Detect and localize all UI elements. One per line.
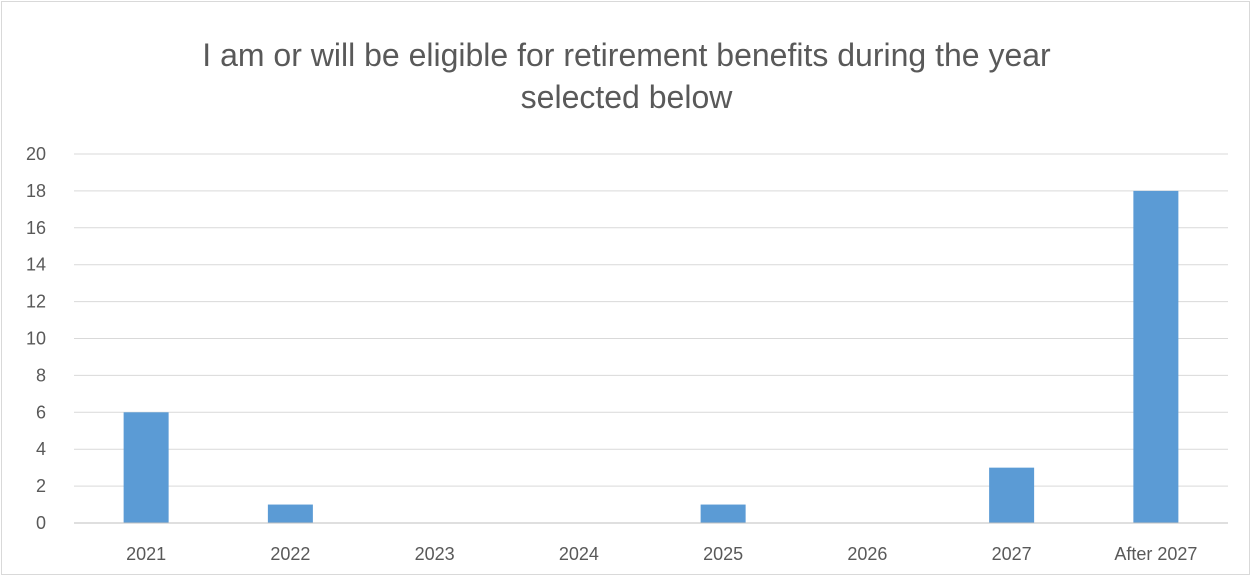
y-tick-label: 0 (36, 513, 46, 533)
x-tick-label: 2027 (992, 544, 1032, 564)
x-tick-label: 2024 (559, 544, 599, 564)
chart-title-line-2: selected below (520, 79, 733, 115)
y-tick-label: 16 (26, 218, 46, 238)
y-tick-label: 4 (36, 439, 46, 459)
y-tick-label: 8 (36, 365, 46, 385)
chart-title-line-1: I am or will be eligible for retirement … (202, 37, 1051, 73)
bar (1133, 190, 1179, 523)
x-tick-label: After 2027 (1114, 544, 1197, 564)
bar (123, 412, 169, 523)
x-tick-label: 2026 (847, 544, 887, 564)
bars (123, 190, 1179, 523)
y-tick-label: 10 (26, 329, 46, 349)
x-axis-tick-labels: 2021 2022 2023 2024 2025 2026 2027 After 2027 (126, 544, 1197, 564)
y-tick-label: 14 (26, 255, 46, 275)
y-tick-label: 12 (26, 292, 46, 312)
chart-title: I am or will be eligible for retirement … (2, 34, 1251, 118)
bar (267, 504, 313, 523)
y-tick-label: 20 (26, 144, 46, 164)
x-tick-label: 2021 (126, 544, 166, 564)
x-tick-label: 2023 (415, 544, 455, 564)
gridlines (74, 153, 1228, 487)
y-axis-tick-labels: 0 2 4 6 8 10 12 14 16 18 20 (26, 144, 46, 533)
bar (700, 504, 746, 523)
y-tick-label: 18 (26, 181, 46, 201)
bar (989, 467, 1035, 523)
y-tick-label: 2 (36, 476, 46, 496)
y-tick-label: 6 (36, 402, 46, 422)
x-tick-label: 2022 (270, 544, 310, 564)
x-tick-label: 2025 (703, 544, 743, 564)
